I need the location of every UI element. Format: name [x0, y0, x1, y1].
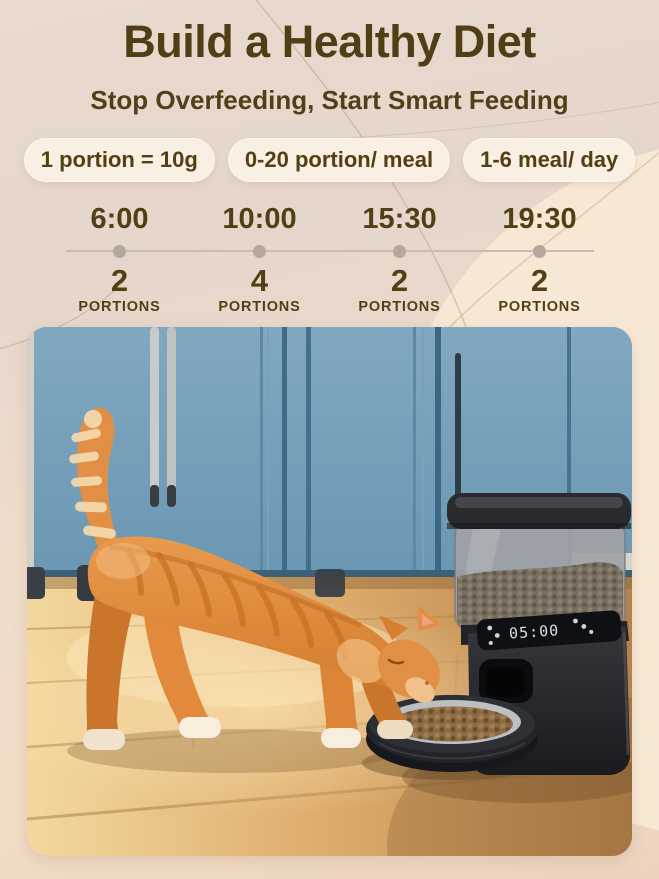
cat-tail: [76, 407, 124, 567]
timeline-dot: [533, 244, 546, 258]
schedule-meal-3: 15:30 2 PORTIONS: [330, 203, 470, 316]
spec-badges: 1 portion = 10g 0-20 portion/ meal 1-6 m…: [0, 138, 659, 182]
portions-label: PORTIONS: [358, 299, 441, 315]
timeline-dot-row: [190, 244, 330, 258]
badge-meals-per-day: 1-6 meal/ day: [463, 138, 636, 182]
photo-scene: 05:00: [27, 327, 632, 856]
meal-portions: 2: [530, 263, 549, 298]
meal-time: 19:30: [502, 203, 577, 235]
cabinet-handles: [150, 327, 461, 507]
cat-paw: [321, 728, 361, 748]
page-title: Build a Healthy Diet: [123, 16, 536, 67]
feeder-display: 05:00: [508, 621, 559, 642]
timeline-dot-row: [50, 244, 190, 258]
cat-tail-stripes: [69, 410, 116, 539]
cat-hind-leg-far: [86, 595, 133, 737]
timeline-dot: [113, 244, 126, 258]
timeline-dot: [393, 244, 406, 258]
meal-portions: 2: [110, 263, 129, 298]
badge-portions-per-meal: 0-20 portion/ meal: [227, 138, 451, 182]
portions-label: PORTIONS: [78, 299, 161, 315]
cat-hind-leg-near: [143, 603, 213, 729]
portions-label: PORTIONS: [498, 299, 581, 315]
feeder-control-panel: 05:00: [476, 610, 622, 651]
cat-paw: [83, 729, 125, 750]
cat-ear: [379, 615, 408, 640]
meal-time: 6:00: [90, 203, 149, 235]
timeline-dot-row: [470, 244, 610, 258]
meal-portions: 2: [390, 263, 409, 298]
feeding-schedule: 6:00 2 PORTIONS 10:00 4 PORTIONS 15:30 2…: [50, 203, 610, 316]
product-photo: 05:00: [27, 327, 632, 856]
meal-time: 10:00: [222, 203, 297, 235]
cat-illustration: [69, 407, 441, 750]
cat-head: [378, 605, 441, 703]
schedule-meal-2: 10:00 4 PORTIONS: [190, 203, 330, 316]
badge-portion-size: 1 portion = 10g: [23, 138, 215, 182]
timeline-dot-row: [330, 244, 470, 258]
portions-label: PORTIONS: [218, 299, 301, 315]
meal-portions: 4: [250, 263, 269, 298]
cat-paw: [377, 720, 413, 739]
cat-nose: [425, 681, 429, 685]
timeline-dot: [253, 244, 266, 258]
schedule-meal-4: 19:30 2 PORTIONS: [470, 203, 610, 316]
cat-eye: [387, 658, 405, 665]
timeline-line: [65, 250, 594, 252]
cat-paw: [179, 717, 221, 738]
page-subtitle: Stop Overfeeding, Start Smart Feeding: [90, 85, 569, 115]
pet-feeder: 05:00: [447, 493, 631, 775]
meal-time: 15:30: [362, 203, 437, 235]
schedule-meal-1: 6:00 2 PORTIONS: [50, 203, 190, 316]
